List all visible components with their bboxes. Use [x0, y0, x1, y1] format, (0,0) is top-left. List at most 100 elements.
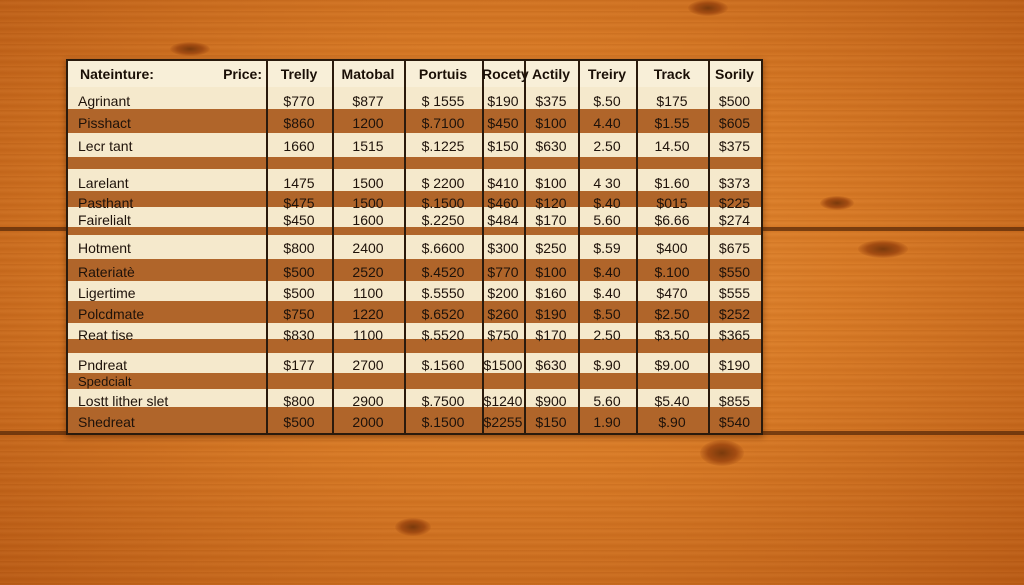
table-cell: $860 — [283, 115, 315, 131]
table-row-stripe — [68, 235, 761, 259]
table-row-stripe — [68, 191, 761, 207]
table-cell: $190 — [535, 306, 567, 322]
table-cell: $015 — [656, 195, 688, 211]
column-divider — [578, 61, 580, 433]
table-cell: $2.50 — [654, 306, 690, 322]
table-cell: $.5520 — [421, 327, 465, 343]
table-row-stripe — [68, 169, 761, 191]
column-header: Price: — [223, 66, 262, 82]
column-header: Sorily — [715, 66, 754, 82]
table-cell: 1100 — [352, 285, 384, 301]
column-header: Actily — [531, 66, 571, 82]
table-cell: 1200 — [352, 115, 384, 131]
table-cell: $400 — [656, 240, 688, 256]
table-cell: 2520 — [352, 264, 384, 280]
table-cell: $177 — [283, 357, 315, 373]
table-cell: $.7500 — [421, 393, 465, 409]
row-label: Pndreat — [78, 357, 128, 373]
column-header: Trelly — [280, 66, 318, 82]
table-cell: $770 — [487, 264, 519, 280]
table-cell: $484 — [487, 212, 519, 228]
table-cell: 4.40 — [593, 115, 621, 131]
table-cell: $300 — [487, 240, 519, 256]
wood-knot — [395, 518, 431, 536]
table-cell: $170 — [535, 327, 567, 343]
table-cell: $630 — [535, 138, 567, 154]
table-cell: $250 — [535, 240, 567, 256]
wood-knot — [170, 42, 210, 56]
column-header: Treiry — [587, 66, 627, 82]
table-cell: $.1225 — [421, 138, 465, 154]
table-cell: $.40 — [593, 285, 621, 301]
row-label: Lostt lither slet — [78, 393, 169, 409]
row-label: Reat tise — [78, 327, 134, 343]
row-label: Polcdmate — [78, 306, 145, 322]
table-cell: 1475 — [283, 175, 315, 191]
table-row-stripe — [68, 339, 761, 353]
table-cell: 1.90 — [593, 414, 621, 430]
table-cell: $150 — [487, 138, 519, 154]
table-cell: 2000 — [352, 414, 384, 430]
table-cell: $260 — [487, 306, 519, 322]
table-cell: $.6520 — [421, 306, 465, 322]
table-cell: 1100 — [352, 327, 384, 343]
row-label: Shedreat — [78, 414, 135, 430]
table-cell: 2900 — [352, 393, 384, 409]
table-row-stripe — [68, 207, 761, 227]
table-cell: $460 — [487, 195, 519, 211]
table-cell: $.7100 — [421, 115, 465, 131]
table-cell: $.1560 — [421, 357, 465, 373]
table-cell: 1600 — [352, 212, 384, 228]
table-row-stripe — [68, 259, 761, 281]
table-cell: $175 — [656, 93, 688, 109]
table-cell: 2700 — [352, 357, 384, 373]
column-divider — [404, 61, 406, 433]
table-cell: 4 30 — [593, 175, 621, 191]
table-cell: $475 — [283, 195, 315, 211]
table-row-stripe — [68, 109, 761, 133]
table-cell: $160 — [535, 285, 567, 301]
row-label: Fairelialt — [78, 212, 131, 228]
table-cell: $3.50 — [654, 327, 690, 343]
table-cell: $.5550 — [421, 285, 465, 301]
table-cell: $375 — [535, 93, 567, 109]
table-cell: $225 — [718, 195, 751, 211]
table-row-stripe — [68, 389, 761, 407]
table-row-stripe — [68, 323, 761, 339]
row-label: Rateriatè — [78, 264, 135, 280]
row-label: Ligertime — [78, 285, 136, 301]
table-cell: $750 — [283, 306, 315, 322]
table-cell: $900 — [535, 393, 567, 409]
row-label: Agrinant — [78, 93, 131, 109]
table-cell: $5.40 — [654, 393, 690, 409]
table-cell: $750 — [487, 327, 519, 343]
table-cell: $500 — [283, 414, 315, 430]
table-cell: $855 — [718, 393, 751, 409]
table-cell: $.40 — [593, 264, 621, 280]
table-cell: $ 2200 — [421, 175, 465, 191]
table-cell: $450 — [283, 212, 315, 228]
wood-knot — [858, 240, 908, 258]
table-row-stripe — [68, 301, 761, 323]
column-divider — [332, 61, 334, 433]
table-row-stripe — [68, 373, 761, 389]
table-cell: $.1500 — [421, 195, 465, 211]
table-cell: $100 — [535, 115, 567, 131]
table-cell: $6.66 — [654, 212, 690, 228]
table-cell: $.59 — [593, 240, 621, 256]
table-cell: $.40 — [593, 195, 621, 211]
table-cell: $.4520 — [421, 264, 465, 280]
column-divider — [266, 61, 268, 433]
table-cell: $.50 — [593, 306, 621, 322]
column-header: Track — [653, 66, 691, 82]
table-row-stripe — [68, 353, 761, 373]
table-cell: $500 — [283, 285, 315, 301]
table-cell: $190 — [718, 357, 751, 373]
price-table: Nateinture: Price: Trelly Matobal Portuis Roc… — [66, 59, 763, 435]
table-cell: $ 1555 — [421, 93, 465, 109]
table-cell: 1500 — [352, 175, 384, 191]
table-cell: 2400 — [352, 240, 384, 256]
table-row-stripe — [68, 133, 761, 157]
row-label: Larelant — [78, 175, 129, 191]
wood-knot — [700, 440, 744, 466]
